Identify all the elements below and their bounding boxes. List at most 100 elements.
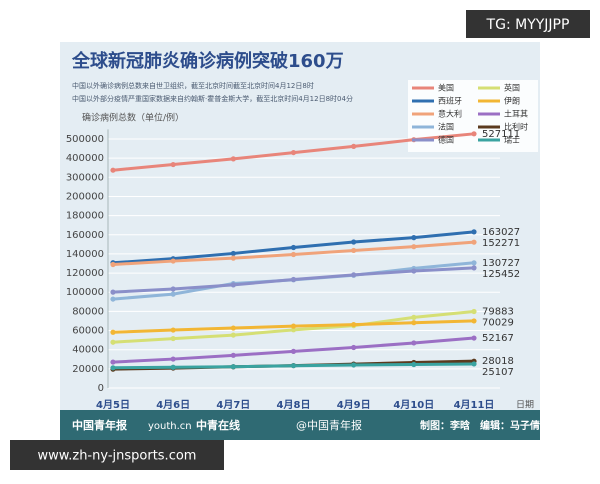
value-label: 163027 [482,227,520,238]
point [230,250,236,257]
x-tick-label: 4月5日 [96,399,130,411]
site-box [10,440,224,470]
point [411,361,417,368]
x-tick-label: 4月9日 [337,399,371,411]
legend-label: 意大利 [438,109,462,119]
point [351,321,357,328]
weibo: @中国青年报 [296,418,362,432]
point [230,364,236,370]
point [471,260,477,266]
point [411,235,417,241]
point [230,282,236,288]
value-label: 79883 [482,306,514,317]
footer-band [60,410,540,440]
point [471,361,477,367]
point [170,364,176,370]
legend-label: 美国 [438,83,454,93]
value-label: 28018 [482,356,514,367]
point [351,344,357,351]
point [471,265,477,271]
value-label: 52167 [482,333,514,344]
point [471,308,477,315]
y-tick-label: 60000 [72,326,104,337]
point [110,296,116,302]
point [290,251,297,258]
value-label: 152271 [482,238,520,249]
y-tick-label: 200000 [66,191,104,202]
logo: 中国青年报 [72,418,128,432]
point [110,359,116,365]
point [230,352,236,358]
y-tick-label: 0 [98,383,104,394]
point [471,318,477,324]
point [471,229,477,235]
watermark-box [466,10,590,38]
legend-label: 土耳其 [504,109,528,119]
point [170,161,176,168]
point [290,244,297,251]
point [351,143,357,149]
point [290,276,297,283]
legend-label: 英国 [504,83,520,93]
point [170,258,176,264]
point [351,272,357,278]
value-label: 25107 [482,367,514,378]
y-tick-label: 400000 [66,153,104,164]
point [290,327,297,333]
point [110,289,116,295]
point [170,291,176,297]
point [170,356,176,362]
chart-title: 全球新冠肺炎确诊病例突破160万 [71,50,344,72]
point [170,327,176,333]
x-tick-label: 4月8日 [277,399,311,411]
point [411,320,417,326]
point [351,362,357,368]
point [290,363,297,369]
point [230,255,236,261]
point [411,314,417,320]
point [290,149,297,156]
y-tick-label: 20000 [72,364,104,375]
x-tick-label: 4月11日 [454,399,495,411]
legend-label: 西班牙 [438,96,462,106]
logo: 中青在线 [196,418,240,432]
legend-label: 瑞士 [504,135,520,145]
watermark: TG: MYYJJPP [486,17,570,33]
value-label: 125452 [482,269,520,280]
subtitle: 中国以外部分疫情严重国家数据来自约翰斯·霍普金斯大学，截至北京时间4月12日8时… [72,94,353,103]
point [110,339,116,345]
y-tick-label: 120000 [66,268,104,279]
point [230,156,236,162]
x-tick-label: 4月10日 [393,399,434,411]
point [230,325,236,331]
legend-label: 伊朗 [504,96,520,106]
point [230,332,236,338]
point [170,335,176,342]
point [170,286,176,292]
value-label: 527111 [482,129,520,140]
point [110,261,116,268]
x-tick-label: 4月7日 [216,399,250,411]
site: www.zh-ny-jnsports.com [38,449,197,464]
y-tick-label: 140000 [66,249,104,260]
value-label: 130727 [482,258,520,269]
x-axis-label: 日期 [516,400,534,411]
value-label: 70029 [482,317,514,328]
legend-label: 法国 [438,122,454,132]
legend-label: 德国 [438,135,454,145]
point [411,244,417,250]
point [411,340,417,346]
y-tick-label: 100000 [66,287,104,298]
point [471,131,477,137]
point [290,323,297,329]
point [411,268,417,274]
point [110,167,116,173]
point [471,239,477,245]
point [351,239,357,245]
point [290,348,297,354]
y-tick-label: 300000 [66,172,104,183]
y-tick-label: 40000 [72,345,104,356]
credit: 制图：李晗 编辑：马子倩 [420,419,540,432]
